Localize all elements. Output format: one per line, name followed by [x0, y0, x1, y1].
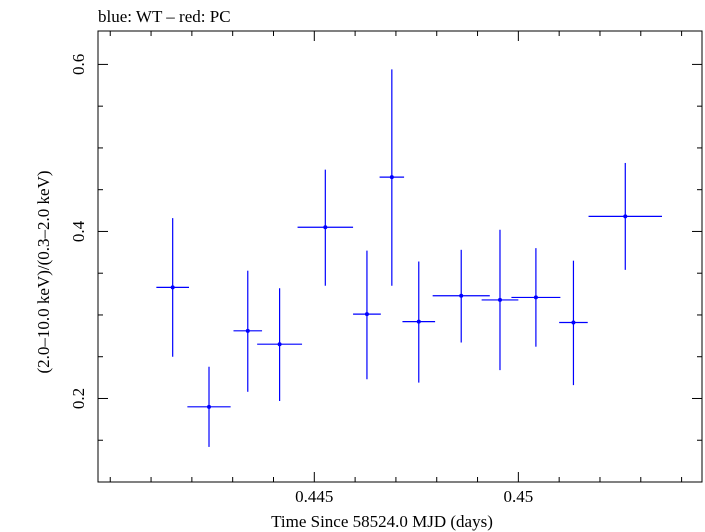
data-marker: [364, 312, 369, 317]
x-tick-label: 0.445: [295, 487, 333, 506]
data-marker: [389, 175, 394, 180]
data-marker: [623, 214, 628, 219]
data-marker: [571, 320, 576, 325]
x-axis-label: Time Since 58524.0 MJD (days): [271, 512, 493, 531]
data-point: [481, 229, 519, 371]
data-point: [588, 162, 663, 270]
data-marker: [533, 295, 538, 300]
data-point: [511, 248, 561, 347]
data-marker: [207, 404, 212, 409]
data-marker: [323, 225, 328, 230]
x-tick-label: 0.45: [503, 487, 533, 506]
data-points: [156, 69, 663, 447]
data-point: [559, 260, 588, 386]
data-marker: [416, 319, 421, 324]
data-point: [353, 250, 381, 380]
y-tick-label: 0.6: [69, 54, 88, 75]
data-marker: [497, 297, 502, 302]
data-point: [379, 69, 405, 286]
data-point: [233, 270, 263, 392]
axis-tick-labels: 0.445 0.45 0.2 0.4 0.6: [69, 54, 533, 506]
data-point: [257, 288, 303, 401]
data-point: [156, 218, 190, 357]
axis-ticks: [98, 31, 702, 483]
plot-frame: [97, 30, 703, 483]
chart-title: blue: WT – red: PC: [98, 7, 231, 26]
data-marker: [245, 328, 250, 333]
data-point: [187, 366, 231, 447]
data-point: [402, 261, 436, 383]
data-marker: [277, 342, 282, 347]
data-point: [297, 169, 354, 286]
y-tick-label: 0.2: [69, 388, 88, 409]
y-axis-label: (2.0–10.0 keV)/(0.3–2.0 keV): [34, 170, 53, 373]
data-point: [432, 249, 490, 343]
data-marker: [170, 285, 175, 290]
y-tick-label: 0.4: [69, 220, 88, 242]
data-marker: [459, 293, 464, 298]
